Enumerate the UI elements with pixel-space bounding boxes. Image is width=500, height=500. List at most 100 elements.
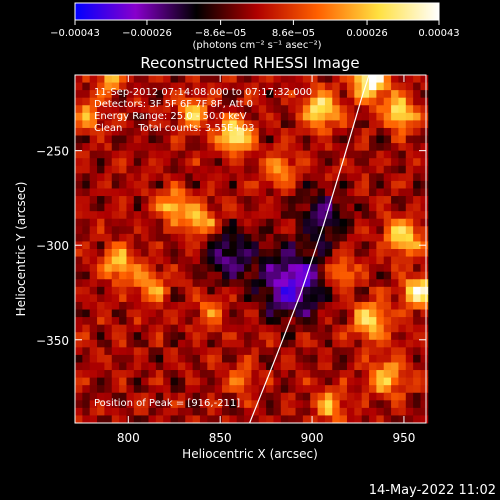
heatmap-cell: [369, 249, 377, 257]
heatmap-cell: [413, 127, 421, 136]
heatmap-cell: [266, 112, 274, 121]
heatmap-cell: [244, 143, 252, 152]
heatmap-cell: [354, 301, 363, 310]
heatmap-cell: [413, 196, 421, 205]
chart-title: Reconstructed RHESSI Image: [140, 54, 359, 72]
heatmap-cell: [222, 211, 230, 220]
heatmap-cell: [104, 82, 113, 91]
heatmap-cell: [148, 112, 157, 121]
heatmap-cell: [317, 82, 326, 91]
heatmap-cell: [119, 188, 127, 197]
heatmap-cell: [126, 180, 135, 189]
heatmap-cell: [251, 173, 260, 182]
heatmap-cell: [126, 196, 135, 205]
heatmap-cell: [170, 233, 179, 242]
heatmap-cell: [236, 415, 245, 424]
heatmap-cell: [332, 377, 341, 386]
heatmap-cell: [75, 105, 83, 114]
heatmap-cell: [155, 271, 164, 280]
heatmap-cell: [273, 97, 282, 106]
heatmap-cell: [111, 226, 120, 235]
heatmap-cell: [82, 392, 91, 401]
heatmap-cell: [170, 279, 179, 288]
heatmap-cell: [317, 264, 326, 273]
heatmap-cell: [339, 196, 348, 205]
heatmap-cell: [280, 150, 289, 159]
heatmap-cell: [229, 105, 238, 114]
heatmap-cell: [258, 203, 267, 212]
heatmap-cell: [133, 75, 142, 83]
heatmap-cell: [185, 158, 194, 167]
heatmap-cell: [97, 415, 105, 424]
heatmap-cell: [111, 354, 120, 363]
heatmap-cell: [354, 150, 363, 159]
heatmap-cell: [332, 256, 341, 265]
heatmap-cell: [214, 105, 223, 114]
heatmap-cell: [339, 271, 348, 280]
heatmap-cell: [222, 256, 230, 265]
heatmap-cell: [133, 249, 142, 257]
heatmap-cell: [369, 112, 377, 121]
heatmap-cell: [280, 339, 289, 348]
heatmap-cell: [339, 415, 348, 424]
heatmap-cell: [177, 317, 186, 326]
heatmap-cell: [332, 196, 341, 205]
heatmap-cell: [104, 173, 113, 182]
heatmap-cell: [89, 301, 98, 310]
heatmap-cell: [376, 271, 385, 280]
heatmap-cell: [280, 377, 289, 386]
heatmap-cell: [391, 218, 399, 227]
heatmap-cell: [413, 150, 421, 159]
heatmap-cell: [324, 317, 333, 326]
heatmap-cell: [346, 233, 355, 242]
heatmap-cell: [413, 392, 421, 401]
heatmap-cell: [229, 256, 238, 265]
heatmap-cell: [170, 82, 179, 91]
heatmap-cell: [148, 301, 157, 310]
heatmap-cell: [199, 211, 208, 220]
heatmap-cell: [405, 264, 414, 273]
heatmap-cell: [383, 377, 392, 386]
heatmap-cell: [376, 165, 385, 174]
heatmap-cell: [251, 97, 260, 106]
heatmap-cell: [229, 218, 238, 227]
heatmap-cell: [236, 150, 245, 159]
heatmap-cell: [369, 226, 377, 235]
heatmap-cell: [288, 317, 296, 326]
heatmap-cell: [251, 347, 260, 356]
heatmap-cell: [324, 211, 333, 220]
heatmap-cell: [361, 332, 370, 341]
heatmap-cell: [222, 377, 230, 386]
heatmap-cell: [251, 317, 260, 326]
heatmap-cell: [119, 241, 127, 250]
heatmap-cell: [199, 135, 208, 144]
heatmap-cell: [369, 332, 377, 341]
heatmap-cell: [310, 370, 318, 379]
heatmap-cell: [229, 180, 238, 189]
heatmap-cell: [361, 309, 370, 318]
heatmap-cell: [185, 165, 194, 174]
heatmap-cell: [420, 90, 429, 99]
heatmap-cell: [413, 332, 421, 341]
heatmap-cell: [104, 271, 113, 280]
heatmap-cell: [155, 233, 164, 242]
heatmap-cell: [207, 264, 216, 273]
heatmap-cell: [89, 324, 98, 333]
heatmap-cell: [258, 377, 267, 386]
heatmap-cell: [155, 158, 164, 167]
heatmap-cell: [163, 90, 171, 99]
heatmap-cell: [273, 339, 282, 348]
heatmap-cell: [119, 309, 127, 318]
heatmap-cell: [177, 324, 186, 333]
heatmap-cell: [170, 211, 179, 220]
heatmap-cell: [391, 347, 399, 356]
heatmap-cell: [222, 301, 230, 310]
heatmap-cell: [222, 264, 230, 273]
heatmap-cell: [266, 301, 274, 310]
heatmap-cell: [199, 256, 208, 265]
heatmap-cell: [376, 400, 385, 409]
heatmap-cell: [126, 332, 135, 341]
heatmap-cell: [302, 165, 311, 174]
heatmap-cell: [148, 196, 157, 205]
heatmap-cell: [251, 112, 260, 121]
